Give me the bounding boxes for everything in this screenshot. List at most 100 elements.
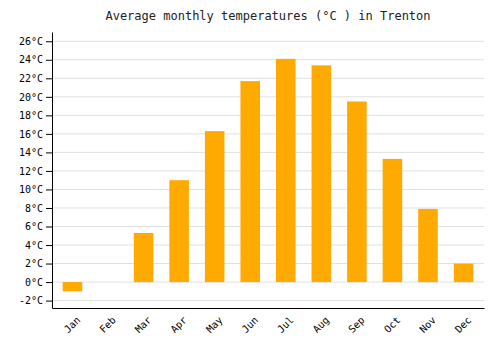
bar <box>205 131 225 282</box>
x-tick: Apr <box>168 314 189 335</box>
y-tick: 6°C <box>25 221 52 232</box>
grid-line <box>52 189 484 190</box>
bar <box>98 282 118 283</box>
bar <box>134 233 154 282</box>
y-axis: -2°C 0°C 2°C 4°C 6°C 8°C 10°C 12°C 14°C 16°C 18°C 2… <box>19 33 53 309</box>
x-tick: Mar <box>133 314 154 335</box>
title: Average monthly temperatures (°C ) in Tr… <box>105 9 430 23</box>
y-tick-mark <box>46 301 52 302</box>
chart-svg: -2°C 0°C 2°C 4°C 6°C 8°C 10°C 12°C 14°C 16°C 18°C 2… <box>0 0 500 350</box>
y-tick-label: 2°C <box>25 258 43 269</box>
x-tick-label: Sep <box>346 314 367 335</box>
y-tick-label: 4°C <box>25 240 43 251</box>
x-tick-label: May <box>204 314 225 335</box>
chart-container: -2°C 0°C 2°C 4°C 6°C 8°C 10°C 12°C 14°C 16°C 18°C 2… <box>0 0 500 350</box>
y-tick: 4°C <box>25 240 52 251</box>
x-tick: Jun <box>240 314 261 335</box>
grid-line <box>52 59 484 60</box>
grid-line <box>52 41 484 42</box>
x-tick-label: Aug <box>311 314 332 335</box>
y-tick-label: 8°C <box>25 203 43 214</box>
x-tick-label: Oct <box>382 314 403 335</box>
bar <box>63 282 83 291</box>
y-tick-mark <box>46 208 52 209</box>
x-tick-label: Jan <box>62 314 83 335</box>
x-tick-label: Jul <box>275 314 296 335</box>
y-tick: 26°C <box>19 36 52 47</box>
grid-line <box>52 133 484 134</box>
y-tick-label: 24°C <box>19 54 43 65</box>
y-tick-label: -2°C <box>19 295 43 306</box>
grid-line <box>52 115 484 116</box>
grid-line <box>52 300 484 301</box>
y-tick: 18°C <box>19 110 52 121</box>
x-tick: Jul <box>275 314 296 335</box>
y-tick: 16°C <box>19 129 52 140</box>
y-tick-label: 14°C <box>19 147 43 158</box>
x-axis-line <box>53 308 485 309</box>
x-tick-label: Feb <box>97 314 118 335</box>
y-tick-mark <box>46 226 52 227</box>
grid <box>52 41 484 300</box>
y-tick-mark <box>46 282 52 283</box>
y-tick: -2°C <box>19 295 52 306</box>
bar <box>312 65 332 282</box>
y-tick-label: 22°C <box>19 73 43 84</box>
y-axis-line <box>52 33 53 309</box>
x-tick: May <box>204 314 225 335</box>
grid-line <box>52 96 484 97</box>
x-tick: Dec <box>453 314 474 335</box>
y-tick: 22°C <box>19 73 52 84</box>
grid-line <box>52 170 484 171</box>
x-tick: Oct <box>382 314 403 335</box>
y-tick: 24°C <box>19 54 52 65</box>
bar <box>418 209 438 282</box>
x-tick-label: Nov <box>417 314 438 335</box>
x-tick: Aug <box>311 314 332 335</box>
grid-line <box>52 152 484 153</box>
x-tick: Sep <box>346 314 367 335</box>
y-tick-label: 26°C <box>19 36 43 47</box>
bar <box>454 264 474 283</box>
grid-line <box>52 78 484 79</box>
y-tick-label: 10°C <box>19 184 43 195</box>
y-tick-mark <box>46 60 52 61</box>
y-tick: 20°C <box>19 92 52 103</box>
y-tick-mark <box>46 189 52 190</box>
y-tick-mark <box>46 41 52 42</box>
y-tick: 10°C <box>19 184 52 195</box>
x-tick-label: Mar <box>133 314 154 335</box>
y-tick: 0°C <box>25 277 52 288</box>
y-tick-mark <box>46 97 52 98</box>
x-tick: Jan <box>62 314 83 335</box>
x-tick-label: Apr <box>168 314 189 335</box>
x-tick-label: Jun <box>240 314 261 335</box>
x-tick-label: Dec <box>453 314 474 335</box>
y-tick-mark <box>46 152 52 153</box>
y-tick: 14°C <box>19 147 52 158</box>
y-tick: 8°C <box>25 203 52 214</box>
plot: -2°C 0°C 2°C 4°C 6°C 8°C 10°C 12°C 14°C 16°C 18°C 2… <box>19 33 485 335</box>
x-axis: Jan Feb Mar Apr May Jun Jul Aug Sep Oct Nov Dec <box>53 309 485 335</box>
y-tick: 12°C <box>19 166 52 177</box>
y-tick-label: 16°C <box>19 129 43 140</box>
grid-line <box>52 207 484 208</box>
y-tick-label: 12°C <box>19 166 43 177</box>
y-tick-mark <box>46 171 52 172</box>
bar <box>383 159 403 282</box>
bar <box>240 81 260 282</box>
y-tick-label: 18°C <box>19 110 43 121</box>
bars <box>63 59 474 291</box>
y-tick-label: 0°C <box>25 277 43 288</box>
x-tick: Feb <box>97 314 118 335</box>
x-tick: Nov <box>417 314 438 335</box>
y-tick-mark <box>46 134 52 135</box>
y-tick-label: 20°C <box>19 92 43 103</box>
y-tick-mark <box>46 245 52 246</box>
y-tick-mark <box>46 115 52 116</box>
y-tick-mark <box>46 78 52 79</box>
y-tick: 2°C <box>25 258 52 269</box>
y-tick-mark <box>46 264 52 265</box>
bar <box>169 180 189 282</box>
bar <box>347 101 367 282</box>
